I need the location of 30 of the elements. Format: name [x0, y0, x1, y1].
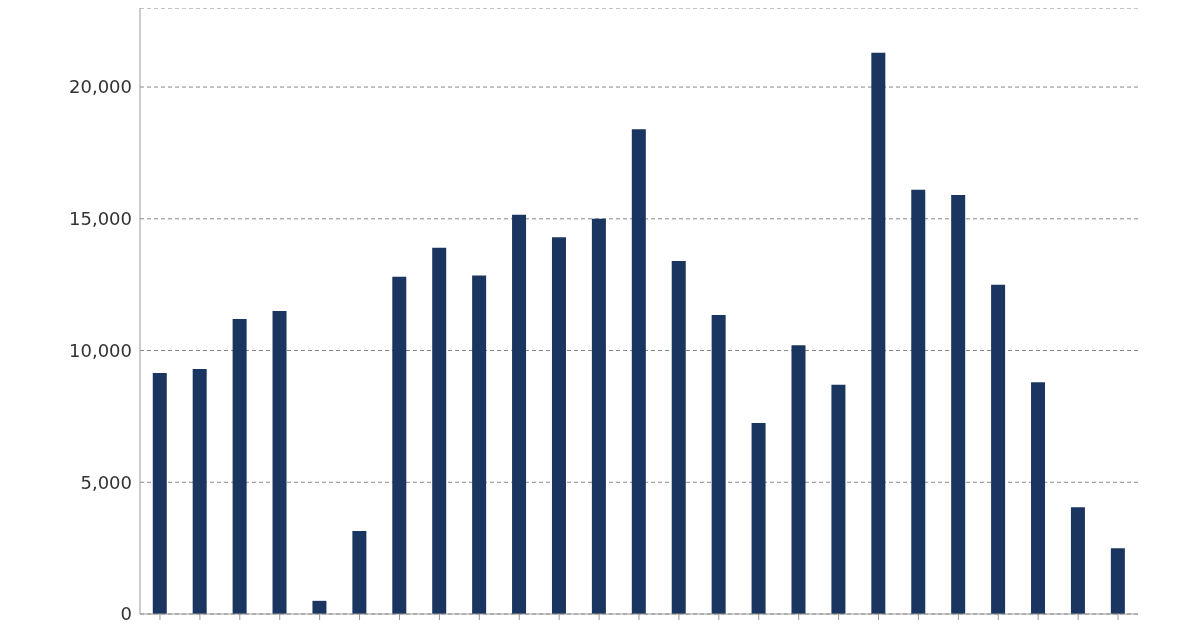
bar [551, 237, 566, 614]
bar [392, 276, 407, 614]
y-tick-label: 0 [120, 603, 132, 625]
bar [871, 52, 886, 614]
bar [312, 600, 327, 614]
y-tick-label: 15,000 [69, 208, 132, 230]
bar [272, 311, 287, 614]
y-tick-label: 20,000 [69, 76, 132, 98]
bar [631, 129, 646, 614]
bar [791, 345, 806, 614]
y-tick-label: 10,000 [69, 339, 132, 361]
bar [432, 247, 447, 614]
bar [192, 368, 207, 614]
bar [512, 214, 527, 614]
bar [1110, 548, 1125, 614]
bar [711, 314, 726, 614]
bar [472, 275, 487, 614]
bar [751, 422, 766, 614]
bar [671, 260, 686, 614]
bar [591, 218, 606, 614]
bar [1070, 507, 1085, 614]
bar [1031, 382, 1046, 614]
y-tick-label: 5,000 [80, 471, 132, 493]
bar [232, 318, 247, 614]
bar [951, 195, 966, 614]
bar [831, 384, 846, 614]
bar [152, 372, 167, 614]
bar [991, 284, 1006, 614]
bar [911, 189, 926, 614]
bar [352, 531, 367, 614]
